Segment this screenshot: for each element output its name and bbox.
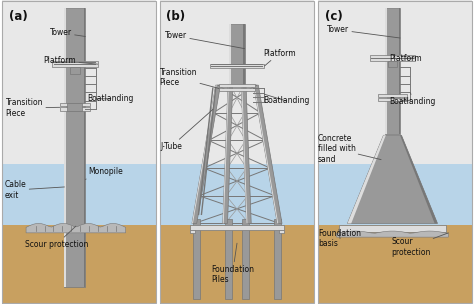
FancyBboxPatch shape [318, 225, 472, 304]
FancyBboxPatch shape [318, 164, 472, 225]
FancyBboxPatch shape [279, 230, 284, 233]
Text: J-Tube: J-Tube [160, 109, 213, 151]
FancyBboxPatch shape [190, 230, 195, 233]
FancyBboxPatch shape [385, 8, 400, 134]
Text: Transition
Piece: Transition Piece [160, 68, 219, 88]
FancyBboxPatch shape [439, 232, 446, 235]
Text: Transition
Piece: Transition Piece [6, 98, 60, 118]
FancyBboxPatch shape [388, 61, 397, 67]
FancyBboxPatch shape [229, 24, 231, 85]
FancyBboxPatch shape [84, 8, 85, 287]
Text: Tower: Tower [327, 25, 400, 38]
FancyBboxPatch shape [399, 8, 400, 134]
FancyBboxPatch shape [378, 94, 407, 97]
Polygon shape [192, 85, 217, 223]
Text: (a): (a) [9, 10, 27, 23]
FancyBboxPatch shape [193, 219, 200, 299]
Text: Cable
exit: Cable exit [5, 180, 64, 200]
Text: Platform: Platform [263, 49, 296, 66]
FancyBboxPatch shape [52, 61, 98, 67]
FancyBboxPatch shape [2, 164, 156, 225]
FancyBboxPatch shape [274, 219, 281, 299]
Text: Tower: Tower [165, 31, 245, 49]
FancyBboxPatch shape [54, 64, 96, 65]
Text: Boatlanding: Boatlanding [263, 94, 310, 105]
FancyBboxPatch shape [378, 98, 407, 101]
Text: Tower: Tower [50, 28, 85, 37]
FancyBboxPatch shape [60, 107, 90, 111]
FancyBboxPatch shape [229, 24, 245, 85]
FancyBboxPatch shape [160, 0, 314, 164]
Polygon shape [254, 85, 282, 223]
FancyBboxPatch shape [2, 225, 156, 304]
FancyBboxPatch shape [318, 0, 472, 164]
Text: Platform: Platform [390, 54, 422, 63]
FancyBboxPatch shape [60, 103, 90, 106]
FancyBboxPatch shape [225, 219, 232, 299]
FancyBboxPatch shape [70, 67, 80, 74]
FancyBboxPatch shape [210, 64, 264, 68]
FancyBboxPatch shape [2, 0, 156, 164]
FancyBboxPatch shape [385, 8, 387, 134]
FancyBboxPatch shape [219, 84, 255, 87]
FancyBboxPatch shape [190, 225, 284, 230]
FancyBboxPatch shape [54, 62, 96, 63]
FancyBboxPatch shape [160, 164, 314, 225]
Polygon shape [241, 85, 247, 223]
Text: Boatlanding: Boatlanding [390, 93, 436, 106]
FancyBboxPatch shape [160, 225, 314, 304]
Polygon shape [241, 85, 251, 223]
FancyBboxPatch shape [371, 58, 414, 59]
Text: Concrete
filled with
sand: Concrete filled with sand [318, 134, 381, 164]
Text: Boatlanding: Boatlanding [88, 94, 134, 103]
Polygon shape [347, 135, 438, 223]
Text: (c): (c) [325, 10, 342, 23]
Text: Scour protection: Scour protection [25, 226, 88, 249]
Polygon shape [192, 85, 220, 223]
FancyBboxPatch shape [339, 225, 446, 232]
FancyBboxPatch shape [64, 8, 85, 287]
FancyBboxPatch shape [67, 103, 82, 111]
FancyBboxPatch shape [211, 66, 263, 67]
Polygon shape [254, 85, 278, 223]
Text: (b): (b) [166, 10, 185, 23]
Text: Foundation
basis: Foundation basis [319, 229, 362, 248]
Polygon shape [223, 85, 229, 223]
Polygon shape [26, 223, 126, 233]
Text: Scour
protection: Scour protection [391, 233, 448, 257]
Polygon shape [337, 231, 448, 237]
FancyBboxPatch shape [370, 55, 415, 61]
FancyBboxPatch shape [64, 8, 66, 287]
FancyBboxPatch shape [339, 232, 346, 235]
Polygon shape [223, 85, 233, 223]
Text: Monopile: Monopile [85, 167, 123, 179]
FancyBboxPatch shape [243, 24, 245, 85]
Text: Foundation
Piles: Foundation Piles [211, 243, 254, 284]
Text: Platform: Platform [44, 56, 98, 65]
FancyBboxPatch shape [219, 88, 255, 91]
Polygon shape [400, 135, 438, 223]
FancyBboxPatch shape [242, 219, 249, 299]
FancyBboxPatch shape [211, 64, 263, 65]
Polygon shape [347, 135, 386, 223]
